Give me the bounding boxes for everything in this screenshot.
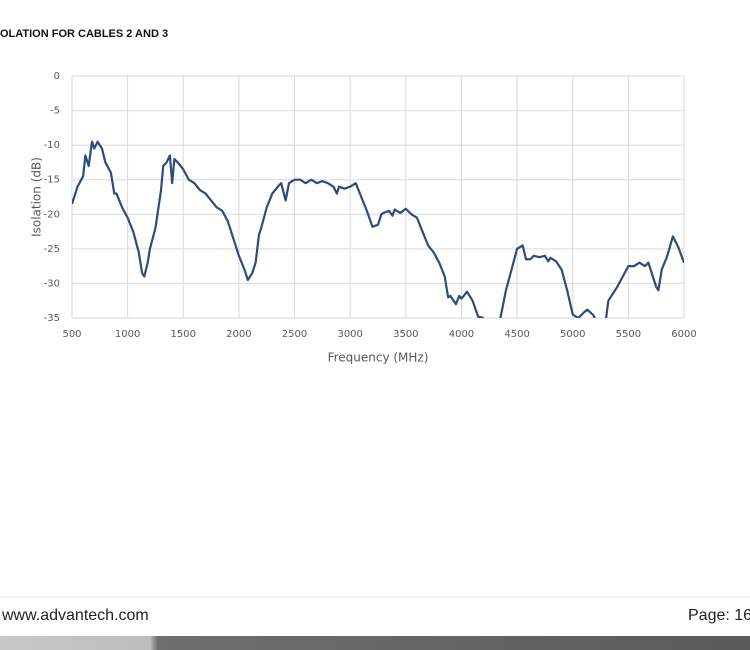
footer-page: Page: 16 (688, 607, 750, 624)
y-tick-label: -30 (44, 278, 60, 289)
x-tick-label: 1500 (171, 329, 196, 340)
x-tick-label: 5000 (560, 329, 585, 340)
x-tick-label: 2000 (226, 329, 251, 340)
footer-website: www.advantech.com (1, 607, 149, 624)
data-line (72, 140, 684, 318)
x-tick-label: 4000 (449, 329, 474, 340)
y-tick-label: -5 (50, 106, 60, 117)
x-tick-label: 4500 (504, 329, 529, 340)
x-tick-label: 6000 (671, 329, 696, 340)
y-axis-title: Isolation (dB) (30, 157, 44, 237)
x-tick-label: 2500 (282, 329, 307, 340)
section-title: OLATION FOR CABLES 2 AND 3 (0, 28, 168, 40)
y-tick-label: 0 (54, 71, 60, 82)
x-tick-label: 3000 (337, 329, 362, 340)
x-tick-label: 500 (62, 329, 81, 340)
y-tick-label: -35 (44, 313, 60, 324)
y-tick-label: -20 (44, 209, 60, 220)
x-axis-title: Frequency (MHz) (328, 351, 429, 365)
y-tick-label: -10 (44, 140, 60, 151)
x-tick-label: 1000 (115, 329, 140, 340)
x-tick-label: 5500 (616, 329, 641, 340)
y-tick-label: -25 (44, 244, 60, 255)
y-tick-label: -15 (44, 175, 60, 186)
footer-bar (0, 636, 750, 650)
x-tick-label: 3500 (393, 329, 418, 340)
